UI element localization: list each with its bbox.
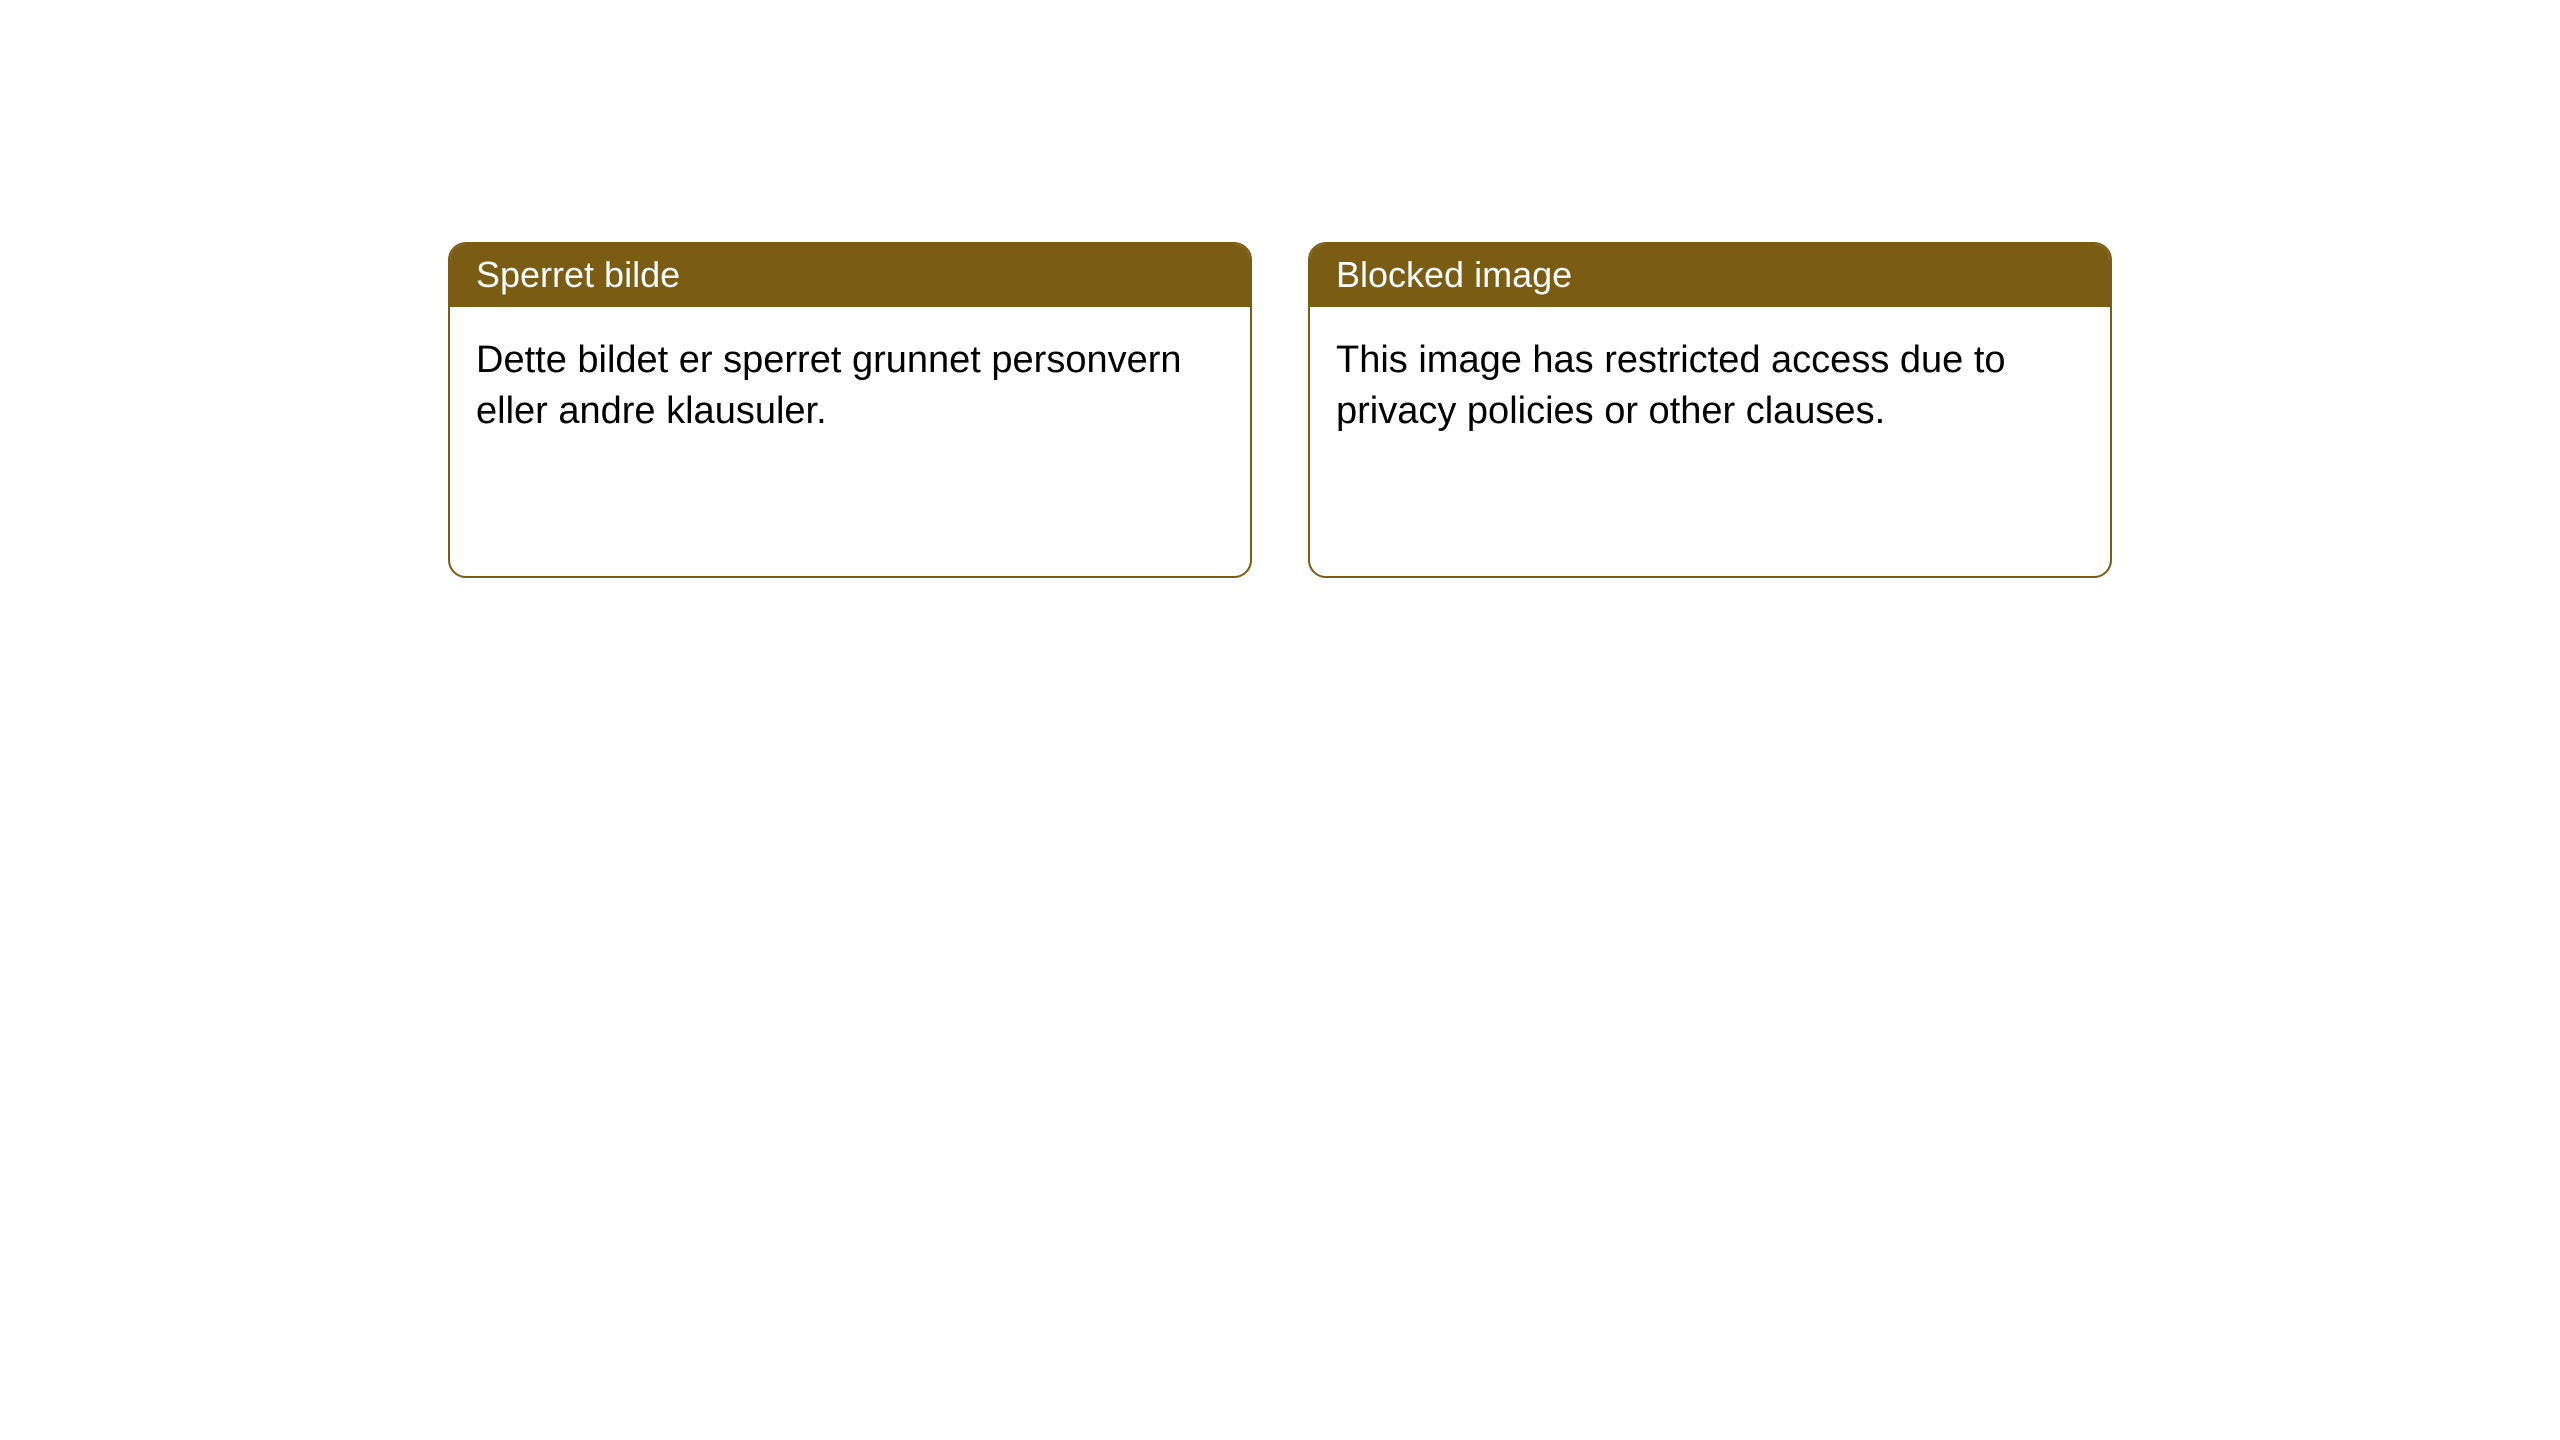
notice-card-no: Sperret bilde Dette bildet er sperret gr… [448, 242, 1252, 578]
notice-card-en: Blocked image This image has restricted … [1308, 242, 2112, 578]
notice-title-en: Blocked image [1310, 244, 2110, 307]
notice-title-no: Sperret bilde [450, 244, 1250, 307]
notice-body-en: This image has restricted access due to … [1310, 307, 2110, 466]
notice-container: Sperret bilde Dette bildet er sperret gr… [0, 0, 2560, 578]
notice-body-no: Dette bildet er sperret grunnet personve… [450, 307, 1250, 466]
